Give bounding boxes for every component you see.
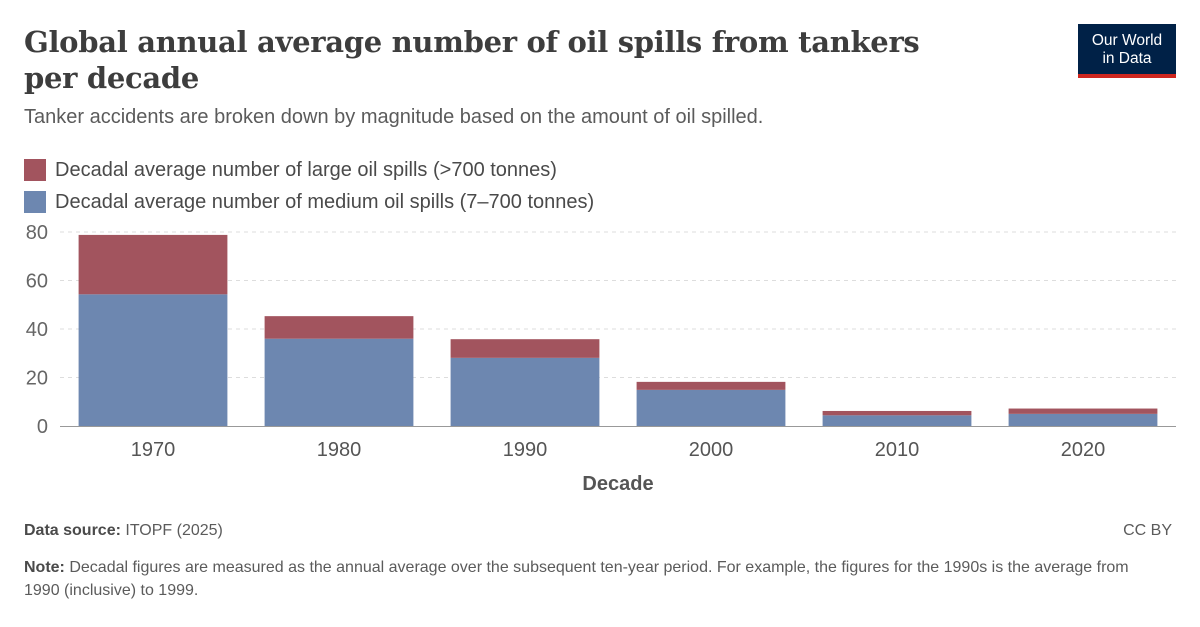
x-tick-label-1990: 1990 [503,439,548,461]
license-link[interactable]: CC BY [1123,522,1172,539]
legend-label-large: Decadal average number of large oil spil… [55,158,557,181]
chart-subtitle: Tanker accidents are broken down by magn… [24,106,764,128]
bar-2010-large[interactable] [822,410,972,416]
bar-1980-large[interactable] [264,316,414,339]
note-text: Decadal figures are measured as the annu… [24,559,1129,599]
logo-line-1: Our World [1091,32,1163,49]
x-tick-label-2010: 2010 [875,439,920,461]
y-tick-label-0: 0 [37,416,48,438]
y-tick-label-1: 20 [26,368,48,390]
x-tick-label-2000: 2000 [689,439,734,461]
logo-line-2: in Data [1102,50,1152,67]
bar-2020-large[interactable] [1008,408,1158,414]
bar-1990-large[interactable] [450,339,600,358]
legend-label-medium: Decadal average number of medium oil spi… [55,190,595,213]
y-tick-label-2: 40 [26,319,48,341]
legend-item-large[interactable]: Decadal average number of large oil spil… [24,154,594,186]
bar-2020-medium[interactable] [1008,413,1158,426]
note-label: Note: [24,559,65,576]
data-source: Data source: ITOPF (2025) [24,522,223,540]
legend-swatch-medium [24,191,46,213]
x-axis-label: Decade [582,473,653,495]
owid-logo[interactable]: Our World in Data [1078,24,1176,78]
data-source-text[interactable]: ITOPF (2025) [120,522,223,539]
bar-1970-medium[interactable] [78,294,228,426]
bar-2000-medium[interactable] [636,389,786,426]
legend-item-medium[interactable]: Decadal average number of medium oil spi… [24,186,594,218]
chart-legend: Decadal average number of large oil spil… [24,154,594,218]
x-tick-label-1980: 1980 [317,439,362,461]
bar-1980-medium[interactable] [264,338,414,426]
bar-1970-large[interactable] [78,234,228,295]
x-tick-label-2020: 2020 [1061,439,1106,461]
legend-swatch-large [24,159,46,181]
data-source-label: Data source: [24,522,121,539]
y-tick-label-4: 80 [26,222,48,244]
chart-title: Global annual average number of oil spil… [24,25,920,95]
chart-note: Note: Decadal figures are measured as th… [24,556,1144,602]
bar-2000-large[interactable] [636,381,786,390]
x-tick-label-1970: 1970 [131,439,176,461]
y-tick-label-3: 60 [26,271,48,293]
bar-2010-medium[interactable] [822,415,972,426]
bar-1990-medium[interactable] [450,357,600,426]
